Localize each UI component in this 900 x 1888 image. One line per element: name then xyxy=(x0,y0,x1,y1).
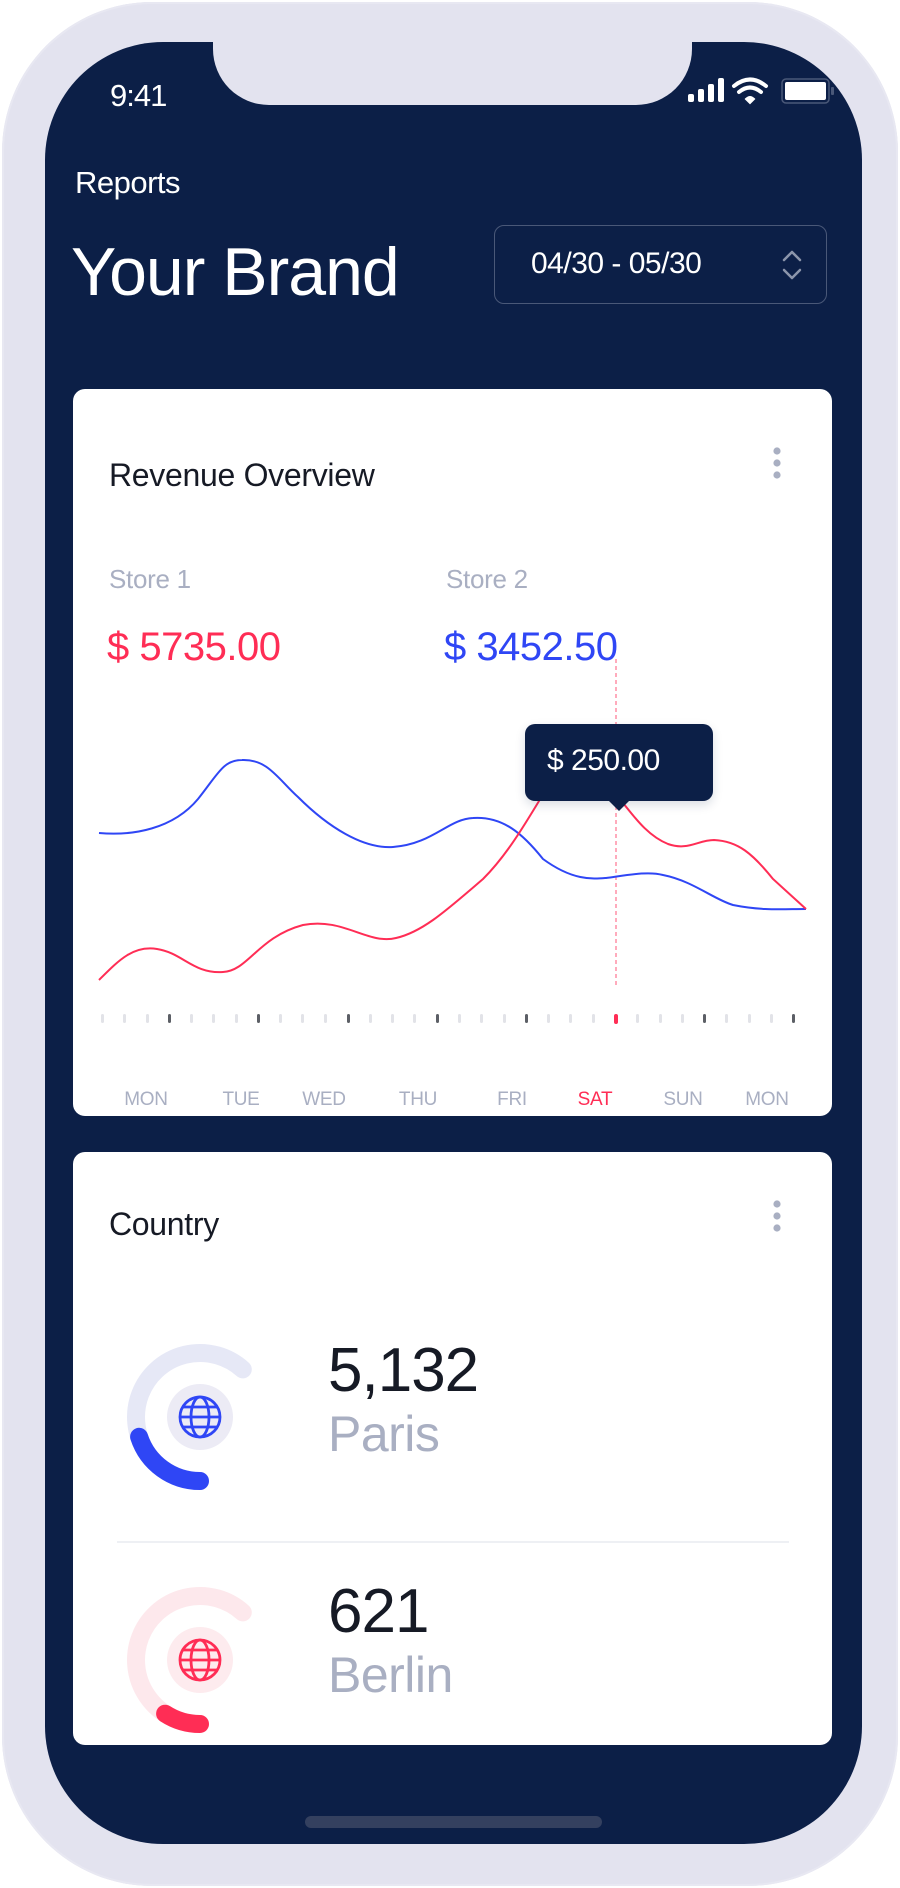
store-1-label: Store 1 xyxy=(109,564,191,594)
x-axis-label-mon-next: MON xyxy=(745,1089,789,1110)
store-1-amount: $ 5735.00 xyxy=(107,625,281,669)
date-range-picker[interactable]: 04/30 - 05/30 xyxy=(494,225,827,304)
store-1-line xyxy=(98,780,807,981)
more-vertical-icon[interactable] xyxy=(769,1198,785,1238)
revenue-card-title: Revenue Overview xyxy=(109,457,375,493)
tooltip-arrow xyxy=(608,800,630,811)
store-2-line xyxy=(98,758,807,911)
country-name: Berlin xyxy=(328,1647,453,1703)
x-axis-label-mon: MON xyxy=(124,1089,168,1110)
country-value: 5,132 xyxy=(328,1336,479,1405)
more-vertical-icon[interactable] xyxy=(769,445,785,485)
home-indicator[interactable] xyxy=(305,1816,602,1828)
country-card: Country xyxy=(73,1152,832,1745)
status-time: 9:41 xyxy=(110,78,167,113)
x-axis-label-sat: SAT xyxy=(577,1089,613,1110)
x-axis-label-sun: SUN xyxy=(663,1089,703,1110)
x-axis-ticks xyxy=(101,1014,795,1024)
page-title: Your Brand xyxy=(71,234,400,310)
globe-icon xyxy=(178,1638,222,1682)
country-row-berlin[interactable]: 621 Berlin xyxy=(73,1577,832,1780)
store-2-label: Store 2 xyxy=(446,564,528,594)
device-notch xyxy=(213,42,692,105)
x-axis-label-wed: WED xyxy=(302,1089,346,1110)
battery-icon xyxy=(781,78,834,104)
section-label: Reports xyxy=(75,165,181,200)
x-axis-label-thu: THU xyxy=(398,1089,438,1110)
revenue-line-chart[interactable] xyxy=(73,389,832,1116)
country-row-paris[interactable]: 5,132 Paris xyxy=(73,1336,832,1537)
globe-icon xyxy=(178,1395,222,1439)
country-value: 621 xyxy=(328,1577,429,1646)
app-screen: 9:41 Reports Your Brand 04/30 - 05/30 xyxy=(45,42,862,1844)
x-axis-label-tue: TUE xyxy=(222,1089,260,1110)
progress-ring xyxy=(127,1587,252,1734)
x-axis-label-fri: FRI xyxy=(497,1089,527,1110)
tooltip-value: $ 250.00 xyxy=(547,744,660,777)
status-icons xyxy=(688,77,834,105)
country-card-title: Country xyxy=(109,1206,219,1242)
store-2-amount: $ 3452.50 xyxy=(444,625,618,669)
wifi-icon xyxy=(732,77,768,105)
date-range-value: 04/30 - 05/30 xyxy=(531,247,702,280)
signal-icon xyxy=(688,78,724,102)
progress-ring xyxy=(127,1344,252,1490)
chevron-up-down-icon xyxy=(782,250,802,280)
chart-tooltip: $ 250.00 xyxy=(525,724,713,811)
revenue-overview-card: Revenue Overview Store 1 $ 5735.00 Store… xyxy=(73,389,832,1116)
row-divider xyxy=(117,1541,789,1543)
country-name: Paris xyxy=(328,1406,440,1462)
